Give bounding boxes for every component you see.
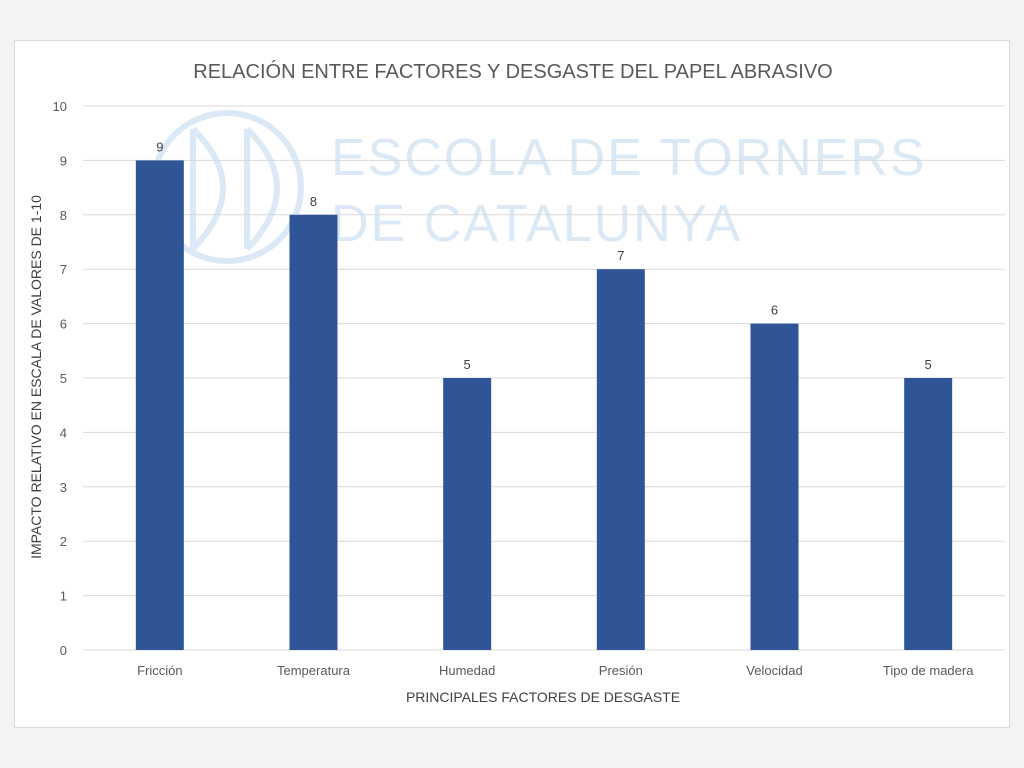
data-label: 8 [310,194,317,209]
y-tick-label: 1 [60,589,67,604]
x-category-label: Velocidad [746,663,802,678]
bar-chart: ESCOLA DE TORNERS DE CATALUNYA RELACIÓN … [28,60,1005,705]
data-label: 9 [156,139,163,154]
bar-3 [596,269,645,650]
x-axis-category-labels: Fricción Temperatura Humedad Presión Velocid… [137,663,974,678]
bar-0 [135,160,184,650]
bar-1 [289,214,338,651]
data-labels: 9 8 5 7 6 5 [156,139,932,372]
watermark-line-2: DE CATALUNYA [331,195,742,253]
bar-2 [443,378,492,650]
y-tick-label: 5 [60,371,67,386]
data-label: 7 [617,248,624,263]
x-category-label: Presión [599,663,643,678]
bar-4 [750,323,799,650]
y-tick-label: 9 [60,153,67,168]
y-axis-tick-labels: 0 1 2 3 4 5 6 7 8 9 10 [53,99,67,658]
bars [135,160,953,651]
y-tick-label: 6 [60,317,67,332]
y-tick-label: 10 [53,99,67,114]
watermark-logo: ESCOLA DE TORNERS DE CATALUNYA [150,110,927,264]
chart-frame: ESCOLA DE TORNERS DE CATALUNYA RELACIÓN … [14,40,1010,728]
data-label: 5 [925,357,932,372]
y-axis-title: IMPACTO RELATIVO EN ESCALA DE VALORES DE… [28,195,44,559]
y-tick-label: 2 [60,534,67,549]
y-tick-label: 7 [60,262,67,277]
x-axis-title: PRINCIPALES FACTORES DE DESGASTE [406,689,680,705]
watermark-d-shape [190,126,226,252]
x-category-label: Temperatura [277,663,351,678]
y-tick-label: 0 [60,643,67,658]
data-label: 6 [771,303,778,318]
data-label: 5 [464,357,471,372]
y-tick-label: 4 [60,425,67,440]
gridlines [83,105,1005,651]
x-category-label: Tipo de madera [883,663,974,678]
y-tick-label: 8 [60,208,67,223]
x-category-label: Humedad [439,663,495,678]
chart-title: RELACIÓN ENTRE FACTORES Y DESGASTE DEL P… [193,60,832,83]
bar-5 [904,378,953,650]
watermark-line-1: ESCOLA DE TORNERS [331,129,927,187]
watermark-d-shape-2 [244,126,280,252]
x-category-label: Fricción [137,663,183,678]
y-tick-label: 3 [60,480,67,495]
